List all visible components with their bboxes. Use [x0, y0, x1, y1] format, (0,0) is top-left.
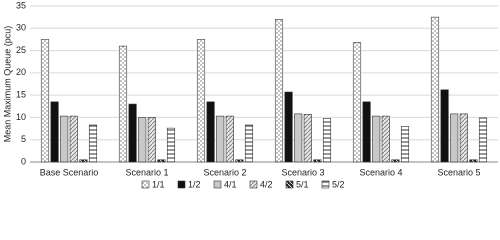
- y-tick-label: 25: [16, 45, 26, 55]
- bar: [235, 159, 244, 163]
- legend-swatch: [177, 180, 186, 189]
- bar: [469, 159, 478, 163]
- bar: [157, 159, 166, 163]
- x-tick-label: Scenario 1: [125, 167, 168, 177]
- bar: [440, 89, 449, 163]
- bar: [322, 118, 332, 163]
- legend-label: 5/1: [296, 179, 309, 189]
- bar: [225, 115, 234, 163]
- bar: [313, 159, 322, 163]
- bar: [50, 101, 59, 163]
- legend-label: 4/2: [260, 179, 273, 189]
- y-tick-label: 5: [21, 134, 26, 144]
- bar: [147, 117, 156, 163]
- y-tick-label: 15: [16, 90, 26, 100]
- bar: [40, 39, 50, 163]
- legend-label: 1/1: [152, 179, 165, 189]
- bar: [118, 45, 128, 163]
- bar: [352, 42, 362, 163]
- bar: [362, 101, 371, 163]
- bar: [79, 159, 88, 163]
- legend-label: 1/2: [188, 179, 201, 189]
- x-tick-label: Scenario 4: [359, 167, 402, 177]
- x-tick-label: Base Scenario: [40, 167, 99, 177]
- y-tick-label: 30: [16, 23, 26, 33]
- bar: [244, 124, 254, 163]
- y-tick-label: 35: [16, 0, 26, 10]
- legend-label: 4/1: [224, 179, 237, 189]
- chart: Mean Maximum Queue (pcu) 0 5 10 15 20 25 30 35 B…: [2, 0, 498, 189]
- legend-swatch: [321, 180, 330, 189]
- legend-label: 5/2: [332, 179, 345, 189]
- bar: [216, 115, 225, 163]
- legend-swatch: [141, 180, 150, 189]
- bar: [294, 113, 303, 163]
- bar: [88, 124, 98, 163]
- x-tick-label: Scenario 3: [281, 167, 324, 177]
- bar: [459, 113, 468, 163]
- bar: [400, 126, 410, 163]
- bar: [196, 39, 206, 163]
- legend-swatch: [249, 180, 258, 189]
- bar: [138, 117, 147, 163]
- bar: [391, 159, 400, 163]
- bar: [60, 115, 69, 163]
- y-tick-label: 20: [16, 67, 26, 77]
- y-tick-label: 0: [21, 156, 26, 166]
- bar: [381, 115, 390, 163]
- bar: [303, 114, 312, 163]
- bar: [372, 115, 381, 163]
- bar: [166, 127, 176, 163]
- bar: [274, 19, 284, 163]
- y-axis-label: Mean Maximum Queue (pcu): [2, 26, 12, 143]
- bar: [206, 101, 215, 163]
- x-tick-label: Scenario 2: [203, 167, 246, 177]
- bar: [128, 103, 137, 163]
- bar: [69, 115, 78, 163]
- x-tick-label: Scenario 5: [437, 167, 480, 177]
- legend-swatch: [213, 180, 222, 189]
- y-tick-label: 10: [16, 112, 26, 122]
- bar: [284, 91, 293, 163]
- legend-swatch: [285, 180, 294, 189]
- bar: [478, 117, 488, 163]
- bar: [450, 113, 459, 163]
- bar: [430, 16, 440, 163]
